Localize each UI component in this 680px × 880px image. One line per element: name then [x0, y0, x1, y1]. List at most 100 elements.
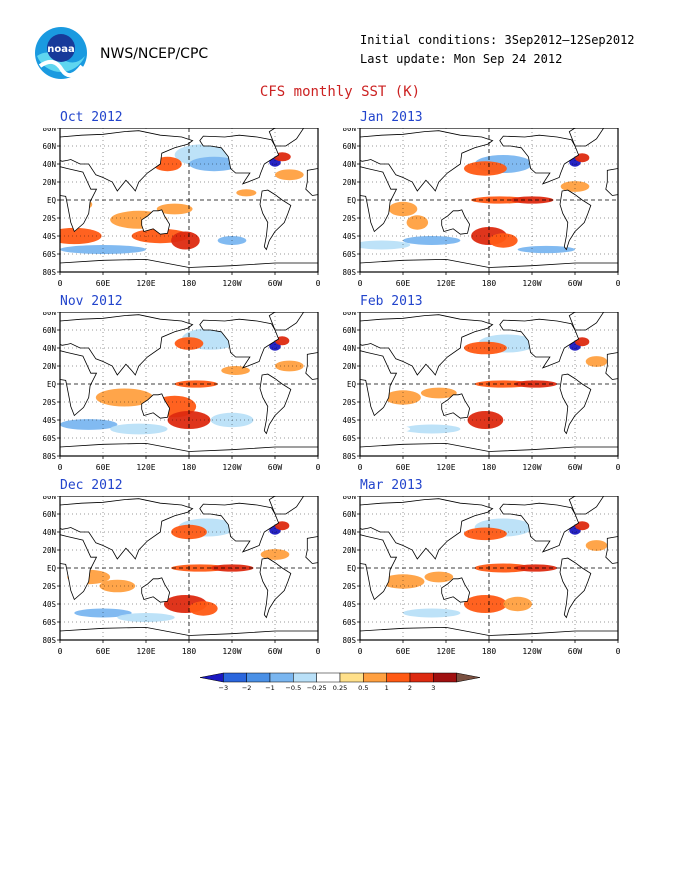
lat-tick-label: 80N	[42, 128, 56, 133]
lat-tick-label: 80S	[342, 268, 356, 277]
continent	[568, 128, 605, 147]
lat-tick-label: 80S	[342, 636, 356, 645]
continent	[141, 577, 171, 603]
noaa-logo: noaa	[34, 26, 88, 80]
colorbar-swatch	[200, 672, 224, 683]
lon-tick-label: 0	[616, 463, 621, 472]
anomaly-region	[275, 169, 304, 181]
anomaly-region	[275, 360, 304, 372]
colorbar-label: −1	[265, 684, 275, 692]
continent	[360, 166, 398, 233]
lat-tick-label: EQ	[47, 564, 57, 573]
lat-tick-label: 40S	[342, 600, 356, 609]
continent	[360, 258, 618, 272]
lat-tick-label: 20S	[342, 214, 356, 223]
lon-tick-label: 60W	[568, 647, 583, 656]
lon-tick-label: 0	[358, 279, 363, 288]
logo-text: noaa	[47, 44, 75, 55]
anomaly-region	[171, 231, 200, 250]
lon-tick-label: 0	[58, 463, 63, 472]
map-content	[360, 128, 618, 272]
continent	[305, 536, 318, 564]
lat-tick-label: 20N	[342, 546, 356, 555]
lat-tick-label: 40N	[42, 344, 56, 353]
lon-tick-label: 0	[316, 647, 321, 656]
lat-tick-label: EQ	[347, 564, 357, 573]
anomaly-region	[381, 574, 425, 589]
continent	[605, 536, 618, 564]
colorbar: −3 −2 −1 −0.5 −0.25 0.25 0.5 1 2 3	[200, 672, 480, 692]
lon-tick-label: 120E	[136, 279, 155, 288]
map-content	[60, 312, 318, 456]
lat-tick-label: 60S	[42, 434, 56, 443]
continent	[441, 393, 471, 419]
lat-tick-label: 80S	[342, 452, 356, 461]
anomaly-region	[156, 203, 193, 215]
anomaly-region	[360, 604, 411, 613]
anomaly-region	[99, 579, 136, 593]
colorbar-swatch	[246, 672, 271, 683]
lon-tick-label: 180	[182, 647, 197, 656]
anomaly-region	[388, 201, 418, 217]
continent	[199, 134, 280, 185]
anomaly-region	[360, 240, 411, 250]
panel-title: Oct 2012	[60, 110, 123, 125]
continent	[360, 534, 398, 601]
anomaly-region	[585, 356, 608, 367]
continent	[360, 350, 398, 417]
lon-tick-label: 120W	[222, 279, 241, 288]
continent	[268, 312, 305, 331]
lon-tick-label: 60W	[568, 279, 583, 288]
lat-tick-label: 20N	[42, 362, 56, 371]
anomaly-region	[189, 156, 240, 172]
continent	[568, 312, 605, 331]
lat-tick-label: 20N	[42, 546, 56, 555]
anomaly-region	[189, 601, 218, 616]
continent	[141, 393, 171, 419]
continent	[60, 350, 98, 417]
anomaly-region	[60, 245, 146, 254]
lat-tick-label: 80N	[42, 312, 56, 317]
lat-tick-label: 40N	[342, 528, 356, 537]
lon-tick-label: 0	[616, 647, 621, 656]
continent	[605, 168, 618, 196]
lon-tick-label: 60W	[568, 463, 583, 472]
colorbar-swatch	[339, 672, 364, 683]
map-content	[360, 496, 618, 640]
lat-tick-label: EQ	[47, 380, 57, 389]
lat-tick-label: 40S	[42, 416, 56, 425]
lon-tick-label: 120E	[136, 463, 155, 472]
colorbar-label: 1	[385, 684, 389, 692]
lon-tick-label: 180	[182, 279, 197, 288]
anomaly-region	[110, 423, 168, 435]
lon-tick-label: 60E	[396, 279, 411, 288]
lon-tick-label: 60W	[268, 279, 283, 288]
continent	[141, 209, 171, 235]
anomaly-region	[560, 181, 590, 192]
map-content	[60, 496, 318, 640]
colorbar-label: 0.25	[333, 684, 347, 692]
lon-tick-label: 60E	[396, 463, 411, 472]
lat-tick-label: 40N	[42, 528, 56, 537]
anomaly-region	[236, 189, 257, 197]
lat-tick-label: 20S	[42, 582, 56, 591]
lat-tick-label: 60N	[342, 510, 356, 519]
lon-tick-label: 120W	[522, 463, 541, 472]
anomaly-region	[403, 608, 461, 618]
lon-tick-label: 180	[482, 463, 497, 472]
anomaly-region	[503, 596, 532, 612]
lat-tick-label: 20S	[342, 398, 356, 407]
lat-tick-label: 40N	[342, 160, 356, 169]
lon-tick-label: 0	[616, 279, 621, 288]
lat-tick-label: 60S	[342, 250, 356, 259]
anomaly-region	[403, 236, 461, 245]
initial-conditions: Initial conditions: 3Sep2012–12Sep2012	[360, 33, 635, 47]
figure-title: CFS monthly SST (K)	[259, 84, 421, 100]
panel-title: Feb 2013	[360, 294, 423, 309]
continent	[305, 168, 318, 196]
anomaly-region	[117, 613, 175, 622]
